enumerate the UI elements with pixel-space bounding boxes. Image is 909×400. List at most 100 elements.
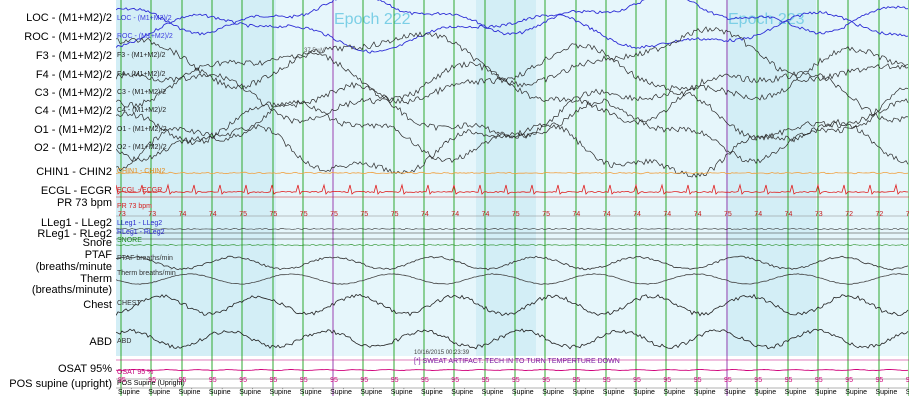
osat-value: 95 (270, 377, 278, 384)
position-value: Supine (754, 389, 776, 396)
trace-c3 (116, 61, 909, 125)
inline-label-snore: SNORE (117, 237, 142, 244)
osat-value: 95 (694, 377, 702, 384)
annotation-timestamp[interactable]: 10/16/2015 00:23:39 (414, 350, 470, 356)
inline-label-o2: O2 - (M1+M2)/2 (117, 144, 167, 151)
inline-label-ecg: ECGL - ECGR (117, 187, 162, 194)
pr-value: 74 (451, 211, 459, 218)
osat-value: 95 (906, 377, 909, 384)
position-value: Supine (603, 389, 625, 396)
position-value: Supine (270, 389, 292, 396)
channel-label-lleg[interactable]: LLeg1 - LLeg2 (41, 217, 112, 229)
osat-value: 95 (845, 377, 853, 384)
pr-value: 74 (603, 211, 611, 218)
channel-label-o2[interactable]: O2 - (M1+M2)/2 (34, 142, 112, 154)
background-band (476, 0, 536, 356)
pr-value: 75 (542, 211, 550, 218)
pr-value: 73 (118, 211, 126, 218)
osat-value: 95 (603, 377, 611, 384)
position-value: Supine (148, 389, 170, 396)
pr-value: 74 (573, 211, 581, 218)
osat-value: 95 (815, 377, 823, 384)
pr-value: 74 (209, 211, 217, 218)
position-value: Supine (542, 389, 564, 396)
inline-label-f4: F4 - (M1+M2)/2 (117, 71, 166, 78)
channel-label-rleg[interactable]: RLeg1 - RLeg2 (37, 228, 112, 240)
osat-value: 95 (573, 377, 581, 384)
position-value: Supine (421, 389, 443, 396)
pr-value: 75 (391, 211, 399, 218)
channel-label-o1[interactable]: O1 - (M1+M2)/2 (34, 124, 112, 136)
inline-label-lleg: LLeg1 - LLeg2 (117, 220, 162, 227)
pr-value: 75 (270, 211, 278, 218)
osat-value: 95 (633, 377, 641, 384)
channel-label-ptaf_unit[interactable]: (breaths/minute (35, 261, 112, 273)
pr-value: 74 (754, 211, 762, 218)
inline-label-roc: ROC - (M1+M2)/2 (117, 33, 173, 40)
position-value: Supine (118, 389, 140, 396)
annotation-text[interactable]: [*] SWEAT ARTIFACT. TECH IN TO TURN TEMP… (414, 358, 620, 365)
position-value: Supine (451, 389, 473, 396)
osat-value: 95 (118, 377, 126, 384)
trace-c4 (116, 81, 909, 146)
inline-label-loc: LOC - (M1+M2)/2 (117, 15, 172, 22)
trace-ptaf (116, 255, 909, 271)
channel-label-pr[interactable]: PR 73 bpm (56, 197, 112, 209)
position-value: Supine (633, 389, 655, 396)
channel-label-pos[interactable]: POS supine (upright) (9, 378, 112, 390)
position-value: Supine (573, 389, 595, 396)
channel-label-f4[interactable]: F4 - (M1+M2)/2 (35, 69, 112, 81)
channel-label-c3[interactable]: C3 - (M1+M2)/2 (34, 87, 112, 99)
osat-value: 95 (876, 377, 884, 384)
inline-label-c3: C3 - (M1+M2)/2 (117, 89, 166, 96)
pr-value: 74 (785, 211, 793, 218)
inline-label-osat: OSAT 95 % (117, 369, 153, 376)
inline-label-therm: Therm breaths/min (117, 270, 176, 277)
channel-label-therm[interactable]: Therm (80, 273, 112, 285)
trace-osat (116, 369, 909, 371)
channel-label-ecg[interactable]: ECGL - ECGR (40, 185, 112, 197)
channel-label-loc[interactable]: LOC - (M1+M2)/2 (26, 12, 112, 24)
signal-plot-area[interactable]: Epoch 222 Epoch 223 LOC - (M1+M2)/2 ROC - … (116, 0, 909, 400)
inline-label-f3: F3 - (M1+M2)/2 (117, 52, 166, 59)
position-value: Supine (512, 389, 534, 396)
osat-value: 95 (179, 377, 187, 384)
pr-value: 75 (512, 211, 520, 218)
trace-therm (116, 273, 908, 285)
pr-value: 75 (239, 211, 247, 218)
channel-label-snore[interactable]: Snore (82, 237, 112, 249)
background-band (726, 0, 816, 356)
osat-value: 95 (421, 377, 429, 384)
background-band (116, 0, 276, 356)
pr-value: 73 (815, 211, 823, 218)
channel-label-f3[interactable]: F3 - (M1+M2)/2 (35, 50, 112, 62)
osat-value: 95 (360, 377, 368, 384)
channel-label-osat[interactable]: OSAT 95% (57, 363, 112, 375)
channel-label-therm_unit[interactable]: (breaths/minute) (31, 284, 112, 296)
osat-value: 95 (785, 377, 793, 384)
inline-label-pr: PR 73 bpm (117, 203, 152, 210)
trace-chin (116, 171, 909, 175)
channel-label-ptaf[interactable]: PTAF (84, 249, 112, 261)
pr-value: 72 (845, 211, 853, 218)
pr-value: 75 (300, 211, 308, 218)
trace-loc (116, 0, 909, 36)
trace-snore (116, 244, 909, 246)
channel-label-chin[interactable]: CHIN1 - CHIN2 (36, 166, 112, 178)
epoch-label: Epoch 223 (728, 11, 805, 28)
trace-ecg (116, 183, 909, 195)
channel-label-chest[interactable]: Chest (83, 299, 112, 311)
background-band (816, 0, 909, 356)
osat-value: 95 (512, 377, 520, 384)
osat-value: 95 (754, 377, 762, 384)
channel-label-c4[interactable]: C4 - (M1+M2)/2 (34, 105, 112, 117)
inline-label-o1: O1 - (M1+M2)/2 (117, 126, 167, 133)
pr-value: 74 (421, 211, 429, 218)
trace-f4 (116, 43, 909, 110)
inline-label-chin: CHIN1 - CHIN2 (117, 168, 165, 175)
position-value: Supine (179, 389, 201, 396)
channel-label-roc[interactable]: ROC - (M1+M2)/2 (24, 31, 112, 43)
channel-label-abd[interactable]: ABD (89, 336, 112, 348)
pr-value: 73 (148, 211, 156, 218)
inline-label-abd: ABD (117, 338, 131, 345)
